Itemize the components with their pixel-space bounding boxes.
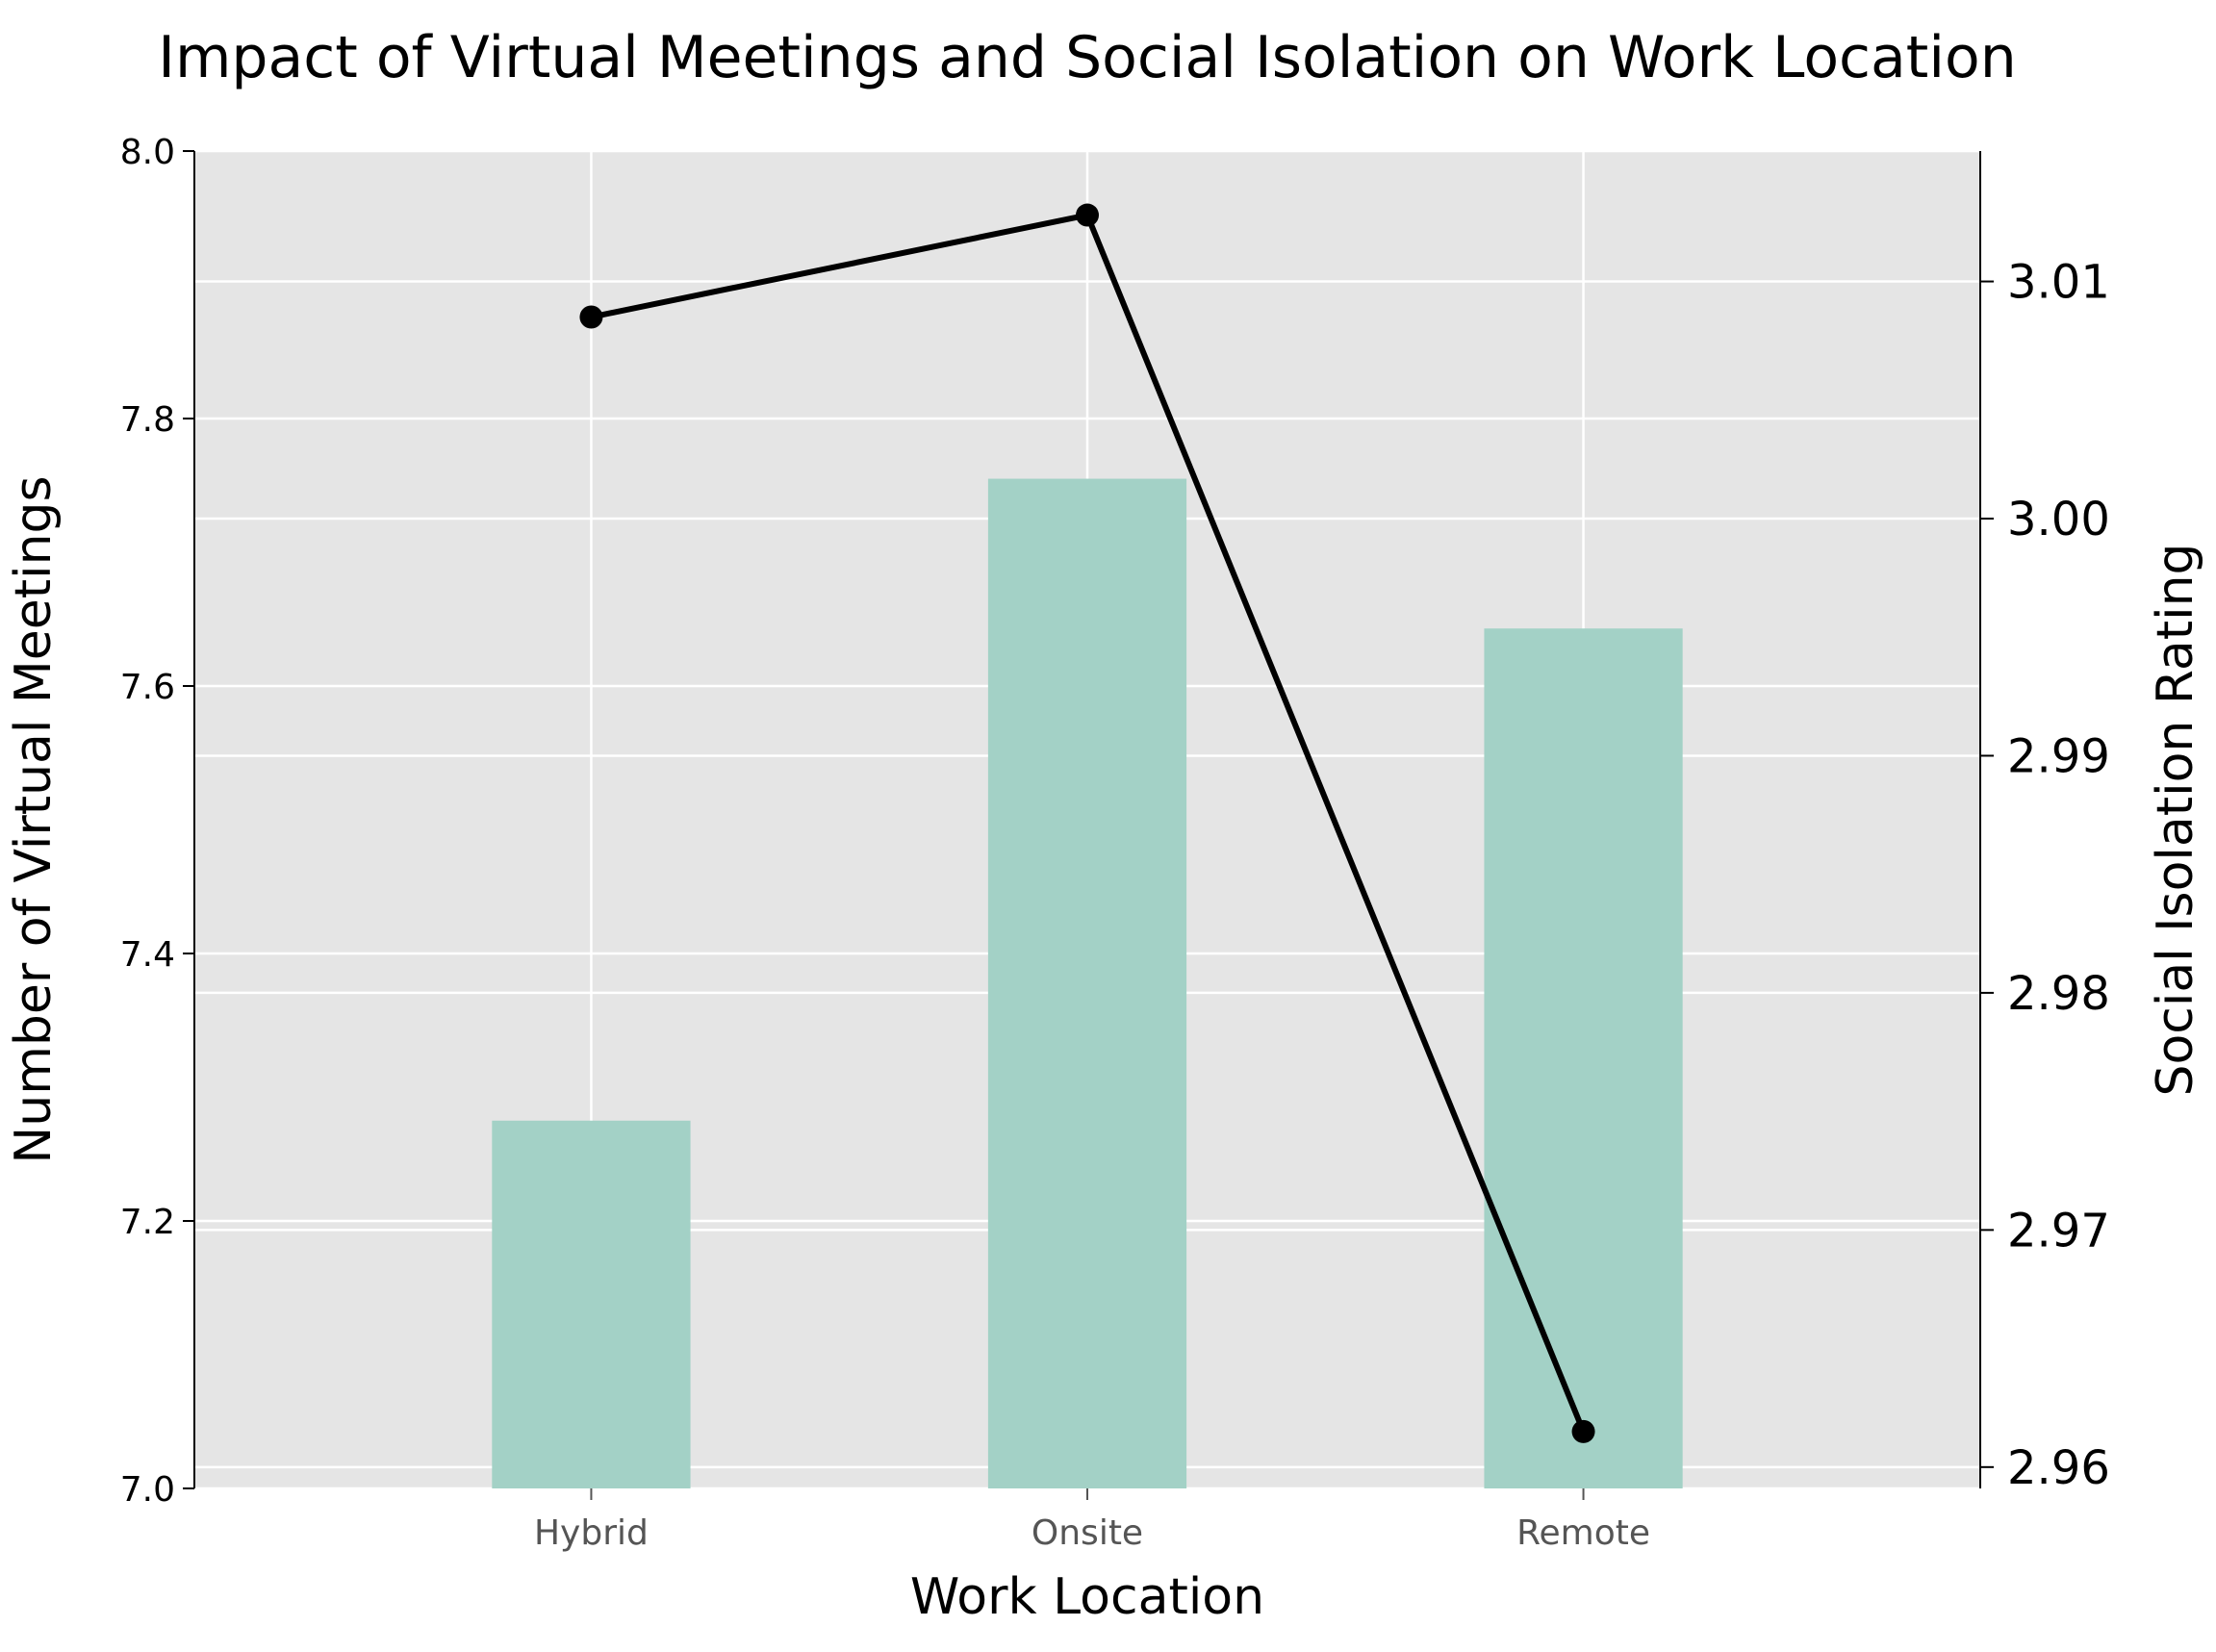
x-axis-label: Work Location xyxy=(910,1568,1264,1626)
y2-tick-label: 3.01 xyxy=(2007,256,2110,310)
bars xyxy=(492,478,1683,1488)
isolation-point-hybrid xyxy=(579,305,603,329)
y2-tick-label: 2.97 xyxy=(2007,1204,2110,1258)
y2-tick-label: 2.98 xyxy=(2007,967,2110,1021)
bar-onsite xyxy=(987,478,1187,1488)
y-tick-label: 7.4 xyxy=(120,935,175,975)
y-tick-label: 7.8 xyxy=(120,400,175,440)
y2-tick-label: 3.00 xyxy=(2007,493,2110,546)
y-tick-label: 7.6 xyxy=(120,668,175,707)
x-tick-label: Remote xyxy=(1516,1513,1650,1553)
y-tick-label: 8.0 xyxy=(120,133,175,172)
x-tick-label: Hybrid xyxy=(534,1513,649,1553)
x-tick-label: Onsite xyxy=(1032,1513,1143,1553)
y-tick-label: 7.0 xyxy=(120,1470,175,1510)
isolation-line xyxy=(579,203,1595,1443)
isolation-point-remote xyxy=(1571,1419,1595,1443)
isolation-point-onsite xyxy=(1076,203,1099,227)
y2-tick-label: 2.96 xyxy=(2007,1441,2110,1495)
bar-remote xyxy=(1484,628,1683,1488)
y-axis-label: Number of Virtual Meetings xyxy=(5,475,63,1163)
y2-axis-label: Social Isolation Rating xyxy=(2147,543,2204,1096)
chart-title: Impact of Virtual Meetings and Social Is… xyxy=(158,24,2016,91)
y2-tick-label: 2.99 xyxy=(2007,729,2110,783)
bar-hybrid xyxy=(492,1120,691,1488)
y-tick-label: 7.2 xyxy=(120,1203,175,1242)
axes: 7.0 7.2 7.4 7.6 7.8 8.0 2.96 2.97 2.98 2.99 3.00 3.… xyxy=(120,133,2110,1553)
